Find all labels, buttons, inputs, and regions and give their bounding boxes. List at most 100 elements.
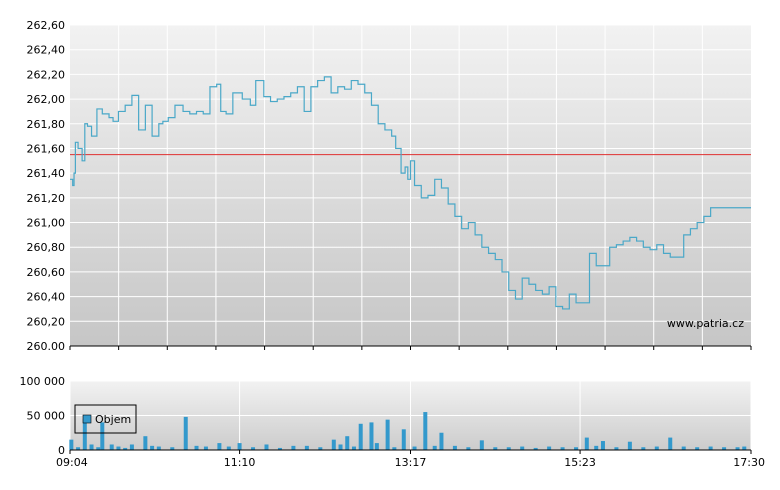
price-y-tick-label: 260,40 — [27, 291, 66, 304]
volume-bar — [194, 445, 199, 450]
volume-bar — [116, 446, 121, 450]
price-y-tick-label: 262,40 — [27, 44, 66, 57]
price-y-tick-label: 260,20 — [27, 315, 66, 328]
volume-bar — [82, 418, 87, 450]
volume-legend: Objem — [74, 404, 137, 434]
volume-bar — [143, 436, 148, 450]
volume-bar — [89, 444, 94, 450]
volume-bar — [742, 446, 747, 450]
volume-bar — [432, 445, 437, 450]
watermark: www.patria.cz — [667, 317, 744, 330]
price-y-axis: 262,60 262,40 262,20 262,00 261,80 261,60 261,… — [27, 19, 66, 353]
legend-swatch — [82, 414, 92, 424]
price-y-tick-label: 262,20 — [27, 68, 66, 81]
volume-bar — [452, 445, 457, 450]
volume-x-tick-label: 13:17 — [395, 456, 427, 469]
volume-bar — [96, 447, 101, 450]
volume-bar — [654, 446, 659, 450]
volume-x-tick-label: 09:04 — [56, 456, 88, 469]
price-y-tick-label: 261,20 — [27, 192, 66, 205]
volume-bar — [533, 447, 538, 450]
volume-chart: 100 000 50 000 0 09:04 11:10 13:17 15:23 17:30… — [20, 375, 766, 469]
price-y-tick-label: 261,60 — [27, 142, 66, 155]
volume-bar — [203, 446, 208, 450]
volume-x-tick-label: 15:23 — [564, 456, 596, 469]
volume-bar — [331, 439, 336, 450]
volume-bar — [401, 429, 406, 450]
volume-bar — [560, 447, 565, 450]
volume-bar — [304, 445, 309, 450]
volume-bar — [338, 444, 343, 450]
volume-bar — [385, 419, 390, 450]
volume-bar — [439, 432, 444, 450]
volume-bar — [493, 447, 498, 450]
volume-bar — [69, 439, 74, 450]
volume-bar — [318, 447, 323, 450]
volume-bar — [547, 446, 552, 450]
volume-bar — [264, 444, 269, 450]
price-y-tick-label: 260,80 — [27, 241, 66, 254]
volume-bar — [226, 446, 231, 450]
volume-bar — [681, 446, 686, 450]
price-y-tick-label: 261,80 — [27, 118, 66, 131]
volume-bar — [237, 443, 242, 450]
price-chart: www.patria.cz 262,60262,40262,20262,0026… — [27, 19, 752, 353]
volume-bar — [600, 441, 605, 450]
volume-bar — [520, 446, 525, 450]
volume-bar — [412, 446, 417, 450]
volume-grid — [69, 380, 752, 450]
volume-bar — [695, 447, 700, 450]
volume-x-axis: 09:04 11:10 13:17 15:23 17:30 — [56, 450, 765, 469]
volume-bar — [392, 447, 397, 450]
volume-y-tick-label: 0 — [58, 444, 65, 457]
volume-bar — [641, 447, 646, 450]
volume-bar — [123, 447, 128, 450]
volume-bar — [100, 422, 105, 450]
legend-box — [74, 404, 137, 434]
volume-bar — [351, 446, 356, 450]
volume-bar — [574, 447, 579, 450]
volume-bar — [722, 447, 727, 450]
price-y-tick-label: 261,00 — [27, 217, 66, 230]
price-series-line — [70, 76, 751, 310]
volume-bar — [129, 444, 134, 450]
volume-bar — [627, 441, 632, 450]
volume-bar — [170, 447, 175, 450]
volume-bar — [466, 447, 471, 450]
volume-x-tick-label: 11:10 — [224, 456, 256, 469]
price-y-tick-label: 260.00 — [27, 340, 66, 353]
price-x-ticks — [69, 346, 752, 350]
volume-bar — [614, 447, 619, 450]
price-y-tick-label: 261,40 — [27, 167, 66, 180]
volume-bar — [217, 443, 222, 450]
volume-bar — [150, 445, 155, 450]
legend-label: Objem — [95, 413, 131, 426]
volume-y-tick-label: 50 000 — [27, 410, 66, 423]
volume-bar — [423, 412, 428, 450]
volume-bar — [594, 445, 599, 450]
volume-bar — [291, 445, 296, 450]
price-grid — [70, 24, 751, 347]
volume-bars — [69, 412, 747, 450]
volume-bar — [708, 446, 713, 450]
volume-bar — [277, 447, 282, 450]
volume-bar — [369, 422, 374, 450]
volume-bar — [251, 447, 256, 450]
volume-bar — [479, 440, 484, 450]
price-y-tick-label: 260,60 — [27, 266, 66, 279]
volume-bar — [156, 446, 161, 450]
volume-bar — [109, 444, 114, 450]
volume-bar — [183, 416, 188, 450]
price-y-tick-label: 262,60 — [27, 19, 66, 32]
volume-x-tick-label: 17:30 — [733, 456, 765, 469]
volume-y-tick-label: 100 000 — [20, 375, 66, 388]
volume-bar — [358, 423, 363, 450]
volume-bar — [374, 443, 379, 450]
volume-bar — [668, 437, 673, 450]
volume-bar — [345, 436, 350, 450]
volume-bar — [584, 437, 589, 450]
volume-y-axis: 100 000 50 000 0 — [20, 375, 66, 457]
price-y-tick-label: 262,00 — [27, 93, 66, 106]
volume-bar — [506, 447, 511, 450]
